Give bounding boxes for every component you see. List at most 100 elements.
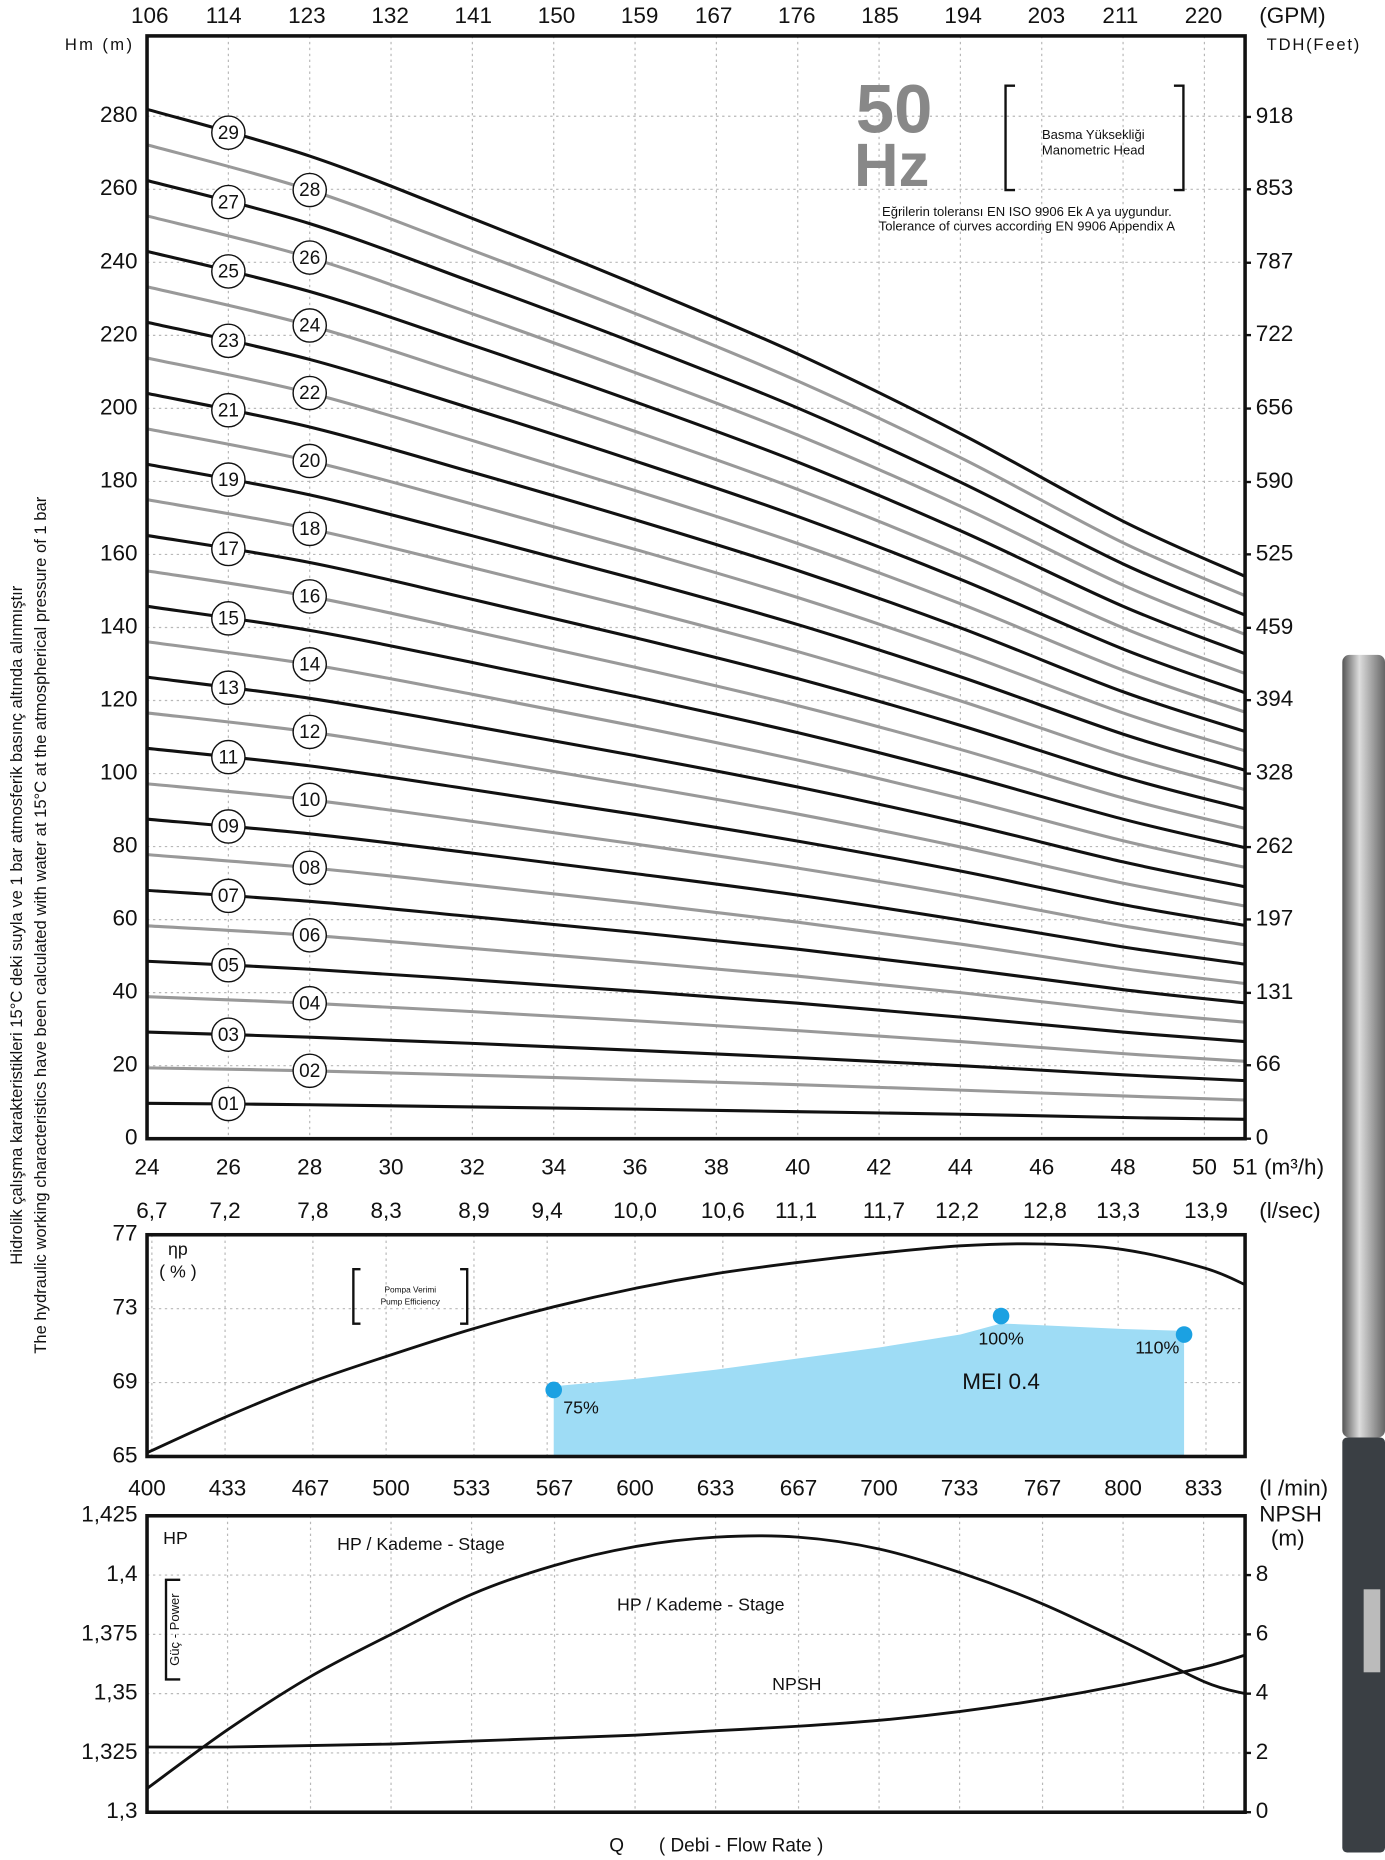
x2-tick-label: 433 [209,1476,247,1501]
y2-tick-label: 8 [1256,1561,1269,1586]
series-name: 17 [218,539,239,560]
y-tick-label: 1,3 [106,1798,137,1823]
series-line [146,498,1246,792]
series-name: 29 [218,123,239,144]
series-line [146,675,1246,889]
x2-tick-label: 8,9 [458,1198,489,1223]
y-tick-label: 280 [100,102,138,127]
y-tick-label: 40 [113,979,138,1004]
x-tick-label: 38 [704,1154,729,1179]
y2-tick-label: 4 [1256,1680,1269,1705]
series-badge [292,714,328,750]
x2-tick-label: 8,3 [370,1198,401,1223]
x2-tick-label: 176 [778,3,816,28]
efficiency-label: Pump Efficiency [381,1297,441,1307]
pump-photo [1342,654,1385,1853]
x2-tick-label: 10,6 [701,1198,745,1223]
point [545,1381,563,1399]
x2-tick-label: 800 [1104,1476,1142,1501]
x-tick-label: 48 [1111,1154,1136,1179]
x2-tick-label: 12,8 [1023,1198,1067,1223]
y-unit: ( % ) [159,1261,197,1281]
series-line [146,533,1246,811]
y2-tick-label: 722 [1256,321,1294,346]
x-tick-label: 28 [297,1154,322,1179]
series-line [146,888,1246,1005]
x2-tick-label: 533 [453,1476,491,1501]
series-name: 06 [299,926,320,947]
x-label: (m³/h) [1264,1154,1324,1179]
x2-label: (l /min) [1259,1476,1328,1501]
series-badge [292,985,328,1021]
series-name: 23 [218,331,239,352]
series-line [146,249,1246,656]
series-badge [292,375,328,411]
series-name: 14 [299,655,320,676]
y-tick-label: 140 [100,613,138,638]
series-name: 16 [299,587,320,608]
x2-tick-label: 567 [536,1476,574,1501]
x2-tick-label: 6,7 [136,1198,167,1223]
series-badge [211,462,246,497]
head-label: Manometric Head [1042,142,1145,157]
x-label: Q [609,1836,624,1857]
y-tick-label: 0 [125,1125,138,1150]
y-tick-label: 20 [113,1052,138,1077]
x2-tick-label: 185 [861,3,899,28]
series-line [146,179,1246,617]
series-badge [211,809,246,844]
y-tick-label: 80 [113,833,138,858]
series-name: 08 [299,858,320,879]
series-line [146,107,1246,578]
x2-tick-label: 11,1 [775,1198,817,1223]
series-name: 19 [218,470,239,491]
x-tick-label: 51 [1233,1154,1258,1179]
efficiency-label: Pompa Verimi [384,1285,436,1295]
y2-tick-label: 525 [1256,540,1294,565]
series-line [146,320,1246,695]
x2-tick-label: 141 [455,3,493,28]
series-name: 03 [218,1025,239,1046]
series-badge [292,579,328,614]
y2-tick-label: 131 [1256,979,1294,1004]
series-line [146,143,1246,598]
series-badge [211,323,246,359]
x2-tick-label: 767 [1024,1476,1062,1501]
bracket [352,1267,469,1325]
series-badge [211,739,246,775]
mei-area [553,1323,1185,1457]
y-tick-label: 1,4 [106,1561,137,1586]
series-name: 07 [218,886,239,907]
x2-label: (l/sec) [1259,1198,1320,1223]
x2-tick-label: 833 [1185,1476,1223,1501]
x-tick-label: 36 [623,1154,648,1179]
x-tick-label: 34 [541,1154,566,1179]
mei-label: MEI 0.4 [962,1369,1040,1394]
side-note: Hidrolik çalışma karakteristikleri 15°C … [7,585,26,1264]
x-tick-label: 42 [867,1154,892,1179]
y-tick-label: 180 [100,467,138,492]
series-name: 04 [299,993,320,1014]
series-badge [292,443,328,479]
head-label: Basma Yüksekliği [1042,127,1145,142]
series-badge [211,878,246,914]
series-badge [211,1086,246,1122]
y-label: ηp [168,1239,188,1259]
series-line [147,1653,1246,1749]
point-label: 75% [563,1398,599,1418]
series-line [146,462,1246,772]
series-badge [292,511,328,547]
x2-tick-label: 13,9 [1184,1198,1228,1223]
y2-tick-label: 394 [1256,686,1294,711]
x2-tick-label: 7,2 [209,1198,240,1223]
series-name: 01 [218,1094,239,1115]
series-line [146,1030,1246,1083]
plot-frame [145,34,1247,1141]
y-tick-label: 220 [100,321,138,346]
x2-tick-label: 203 [1028,3,1066,28]
series-badge [292,172,328,208]
series-name: 24 [299,316,320,337]
bracket [164,1578,181,1681]
x2-tick-label: 114 [206,3,242,28]
y2-tick-label: 0 [1256,1125,1269,1150]
